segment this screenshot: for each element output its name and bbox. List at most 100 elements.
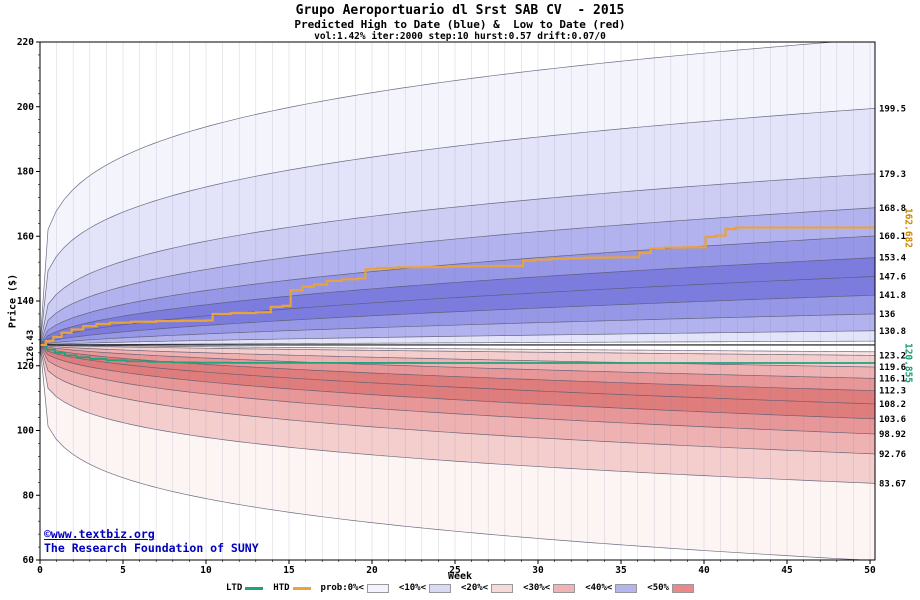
high-fan-boundary-8 <box>40 313 875 346</box>
htd-line-swatch <box>292 586 311 590</box>
percentile-label: 103.6 <box>879 415 906 425</box>
high-fan-boundary-2 <box>40 173 875 345</box>
low-fan-boundary-10 <box>40 344 870 560</box>
low-fan-boundary-9 <box>40 344 875 484</box>
week-gridlines <box>56 42 871 560</box>
low-fan-band-1 <box>40 344 875 368</box>
high-fan-boundary-6 <box>40 276 875 346</box>
percentile-label: 92.76 <box>879 450 906 460</box>
low-fan-boundary-8 <box>40 344 875 455</box>
y-tick-label: 200 <box>17 102 34 113</box>
y-tick-label: 220 <box>17 37 34 48</box>
low-fan-boundary-7 <box>40 344 875 435</box>
low-fan-band-2 <box>40 344 875 379</box>
percentile-label: 98.92 <box>879 430 906 440</box>
percentile-label: 130.8 <box>879 327 906 337</box>
high-fan-boundary-4 <box>40 235 875 346</box>
x-tick-label: 45 <box>781 565 793 576</box>
x-tick-label: 0 <box>37 565 43 576</box>
legend-label-ltd: LTD <box>226 583 243 593</box>
high-fan-boundary-1 <box>40 108 875 345</box>
x-tick-label: 40 <box>698 565 710 576</box>
percentile-label: 108.2 <box>879 400 906 410</box>
legend-label-htd: HTD <box>273 583 290 593</box>
percentile-label: 199.5 <box>879 104 906 114</box>
x-tick-label: 5 <box>120 565 126 576</box>
high-fan-band-2 <box>40 173 875 345</box>
x-tick-label: 50 <box>864 565 876 576</box>
high-fan-band-0 <box>40 42 875 345</box>
low-fan-boundary-3 <box>40 344 875 379</box>
price-lines <box>40 226 875 364</box>
legend-item-prob-2: <20%< <box>461 583 514 593</box>
x-tick-label: 25 <box>449 565 461 576</box>
high-fan-boundary-7 <box>40 294 875 346</box>
low-fan-boundary-6 <box>40 344 875 420</box>
high-fan-boundary-10 <box>40 340 875 346</box>
low-fan-boundary-1 <box>40 344 875 356</box>
high-fan-boundary-9 <box>40 330 875 346</box>
prob-band-swatch-0 <box>366 583 389 593</box>
legend-item-htd: HTD <box>273 583 311 593</box>
y-tick-label: 180 <box>17 167 34 178</box>
high-fan-band-6 <box>40 276 875 345</box>
htd-final-label: 162.682 <box>902 207 914 249</box>
prob-band-swatch-5 <box>671 583 694 593</box>
legend-item-prob-5: <50% <box>647 583 694 593</box>
high-fan-band-9 <box>40 330 875 345</box>
low-fan-band-0 <box>40 344 875 356</box>
percentile-label: 116.1 <box>879 374 906 384</box>
legend-label-prob-0: prob:0%< <box>320 583 364 593</box>
y-tick-label: 100 <box>17 426 34 437</box>
low-fan-boundary-5 <box>40 344 875 405</box>
start-price-label: 126.43 <box>26 329 36 363</box>
high-fan-boundary-3 <box>40 207 875 346</box>
high-fan-band-8 <box>40 313 875 345</box>
legend-label-prob-3: <30%< <box>523 583 551 593</box>
legend-label-prob-2: <20%< <box>461 583 489 593</box>
prob-band-swatch-2 <box>491 583 514 593</box>
percentile-label: 83.67 <box>879 479 906 489</box>
axes: 0 5 10 15 20 25 30 35 40 45 50 60 80 100 120 140 160 180 2… <box>17 37 876 576</box>
legend-item-ltd: LTD <box>226 583 264 593</box>
x-tick-label: 30 <box>532 565 544 576</box>
legend-label-prob-4: <40%< <box>585 583 613 593</box>
low-fan-band-7 <box>40 344 875 454</box>
ltd-line-swatch <box>245 586 264 590</box>
percentile-label: 153.4 <box>879 254 907 264</box>
htd-step-line <box>40 226 875 347</box>
credit-org: The Research Foundation of SUNY <box>44 541 259 555</box>
percentile-label: 160.1 <box>879 232 906 242</box>
y-tick-label: 80 <box>23 490 35 501</box>
legend-item-prob-0: prob:0%< <box>321 583 389 593</box>
high-fan-band-4 <box>40 235 875 345</box>
low-fan-band-3 <box>40 344 875 391</box>
credit-link[interactable]: ©www.textbiz.org <box>44 527 155 541</box>
percentile-label: 168.8 <box>879 204 906 214</box>
high-fan-band-1 <box>40 108 875 345</box>
ltd-final-label: 120.855 <box>902 342 914 384</box>
probability-bands <box>40 42 875 560</box>
chart-params: vol:1.42% iter:2000 step:10 hurst:0.57 d… <box>314 31 606 42</box>
y-axis-title: Price ($) <box>7 273 19 329</box>
percentile-label: 112.3 <box>879 387 906 397</box>
ltd-step-line <box>40 344 875 364</box>
prob-band-swatch-1 <box>429 583 451 593</box>
legend: LTD HTD prob:0%< <10%< <20%< <30%< <40%< <50% <box>0 583 920 593</box>
legend-item-prob-3: <30%< <box>523 583 576 593</box>
high-fan-band-5 <box>40 257 875 345</box>
low-fan-band-5 <box>40 344 875 419</box>
legend-item-prob-1: <10%< <box>399 583 451 593</box>
chart-title: Grupo Aeroportuario dl Srst SAB CV - 201… <box>295 3 625 18</box>
low-fan-boundary-2 <box>40 344 875 368</box>
y-tick-label: 160 <box>17 231 34 242</box>
low-fan-boundary-0 <box>40 344 875 353</box>
prob-band-swatch-3 <box>553 583 576 593</box>
x-tick-label: 15 <box>283 565 295 576</box>
right-percentile-labels: 199.5 179.3 168.8 160.1 153.4 147.6 141.8 136 13… <box>879 104 907 489</box>
x-tick-label: 35 <box>615 565 627 576</box>
high-fan-boundary-0 <box>40 42 839 345</box>
prob-band-swatch-4 <box>615 583 638 593</box>
